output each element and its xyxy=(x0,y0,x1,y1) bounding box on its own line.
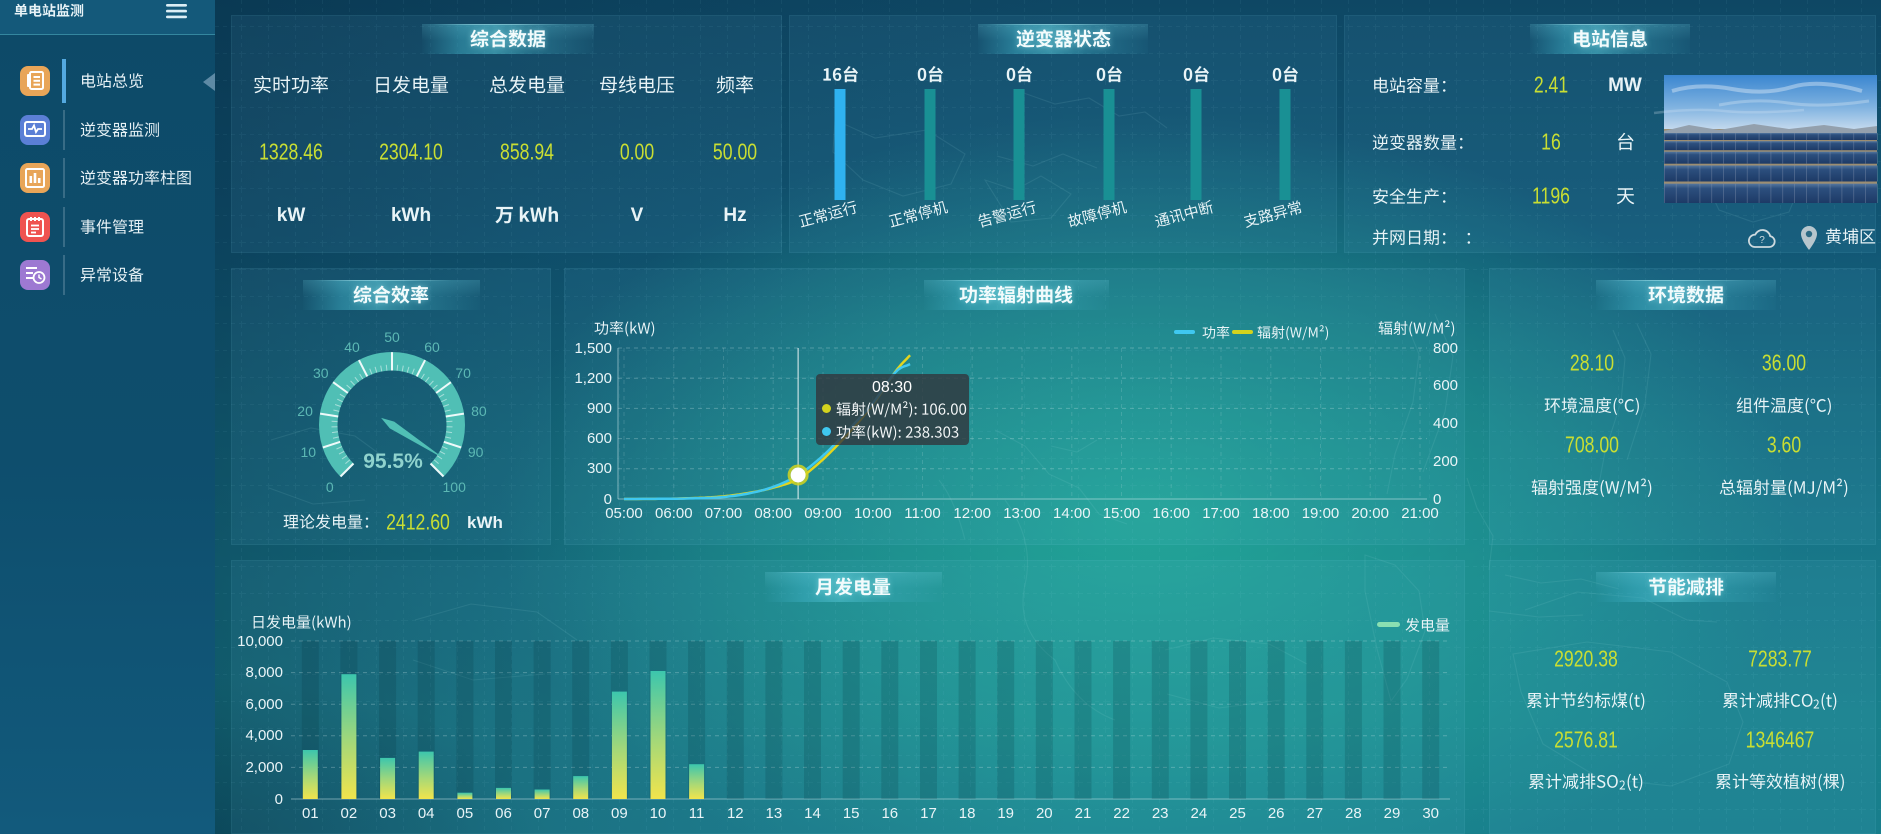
svg-text:?: ? xyxy=(1759,235,1765,246)
